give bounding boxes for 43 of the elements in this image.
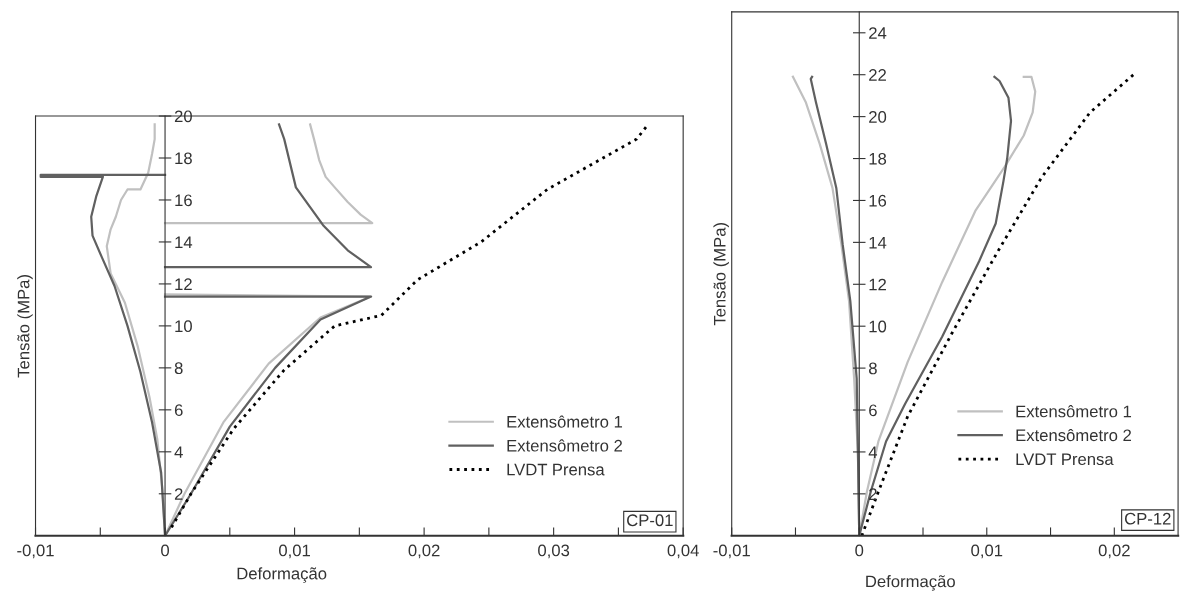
x-tick-label: -0,01 bbox=[17, 544, 54, 559]
y-tick-label: 24 bbox=[869, 27, 887, 39]
y-tick-label: 16 bbox=[175, 194, 192, 207]
y-tick-label: 6 bbox=[869, 404, 877, 417]
y-tick-label: 4 bbox=[174, 446, 183, 458]
legend-label: LVDT Prensa bbox=[1016, 453, 1114, 466]
legend-label: Extensômetro 1 bbox=[1016, 405, 1132, 418]
y-tick-label: 14 bbox=[175, 236, 193, 248]
legend-label: Extensômetro 2 bbox=[1016, 428, 1131, 442]
y-axis-title: Tensão (MPa) bbox=[17, 275, 33, 378]
y-tick-label: 18 bbox=[869, 152, 887, 165]
y-tick-label: 14 bbox=[869, 236, 887, 249]
y-tick-label: 6 bbox=[174, 404, 183, 417]
x-axis-title: Deformação bbox=[866, 575, 955, 591]
annotation: CP-12 bbox=[1124, 512, 1171, 525]
x-tick-label: 0,01 bbox=[279, 544, 310, 559]
x-tick-label: 0,03 bbox=[538, 544, 570, 559]
x-tick-label: -0,01 bbox=[713, 544, 750, 559]
x-tick-label: 0,01 bbox=[971, 544, 1003, 559]
y-axis-title: Tensão (MPa) bbox=[713, 222, 729, 326]
x-tick-label: 0,02 bbox=[408, 544, 440, 559]
y-tick-label: 22 bbox=[869, 69, 886, 81]
y-tick-label: 10 bbox=[869, 320, 887, 333]
y-tick-label: 8 bbox=[174, 362, 183, 375]
legend-label: Extensômetro 2 bbox=[507, 439, 622, 452]
y-tick-label: 8 bbox=[869, 362, 877, 375]
y-tick-label: 20 bbox=[869, 111, 887, 123]
y-tick-label: 12 bbox=[175, 278, 192, 290]
y-tick-label: 16 bbox=[869, 194, 887, 207]
annotation: CP-01 bbox=[627, 514, 673, 527]
legend-label: LVDT Prensa bbox=[507, 463, 605, 476]
y-tick-label: 12 bbox=[869, 278, 886, 291]
y-tick-label: 2 bbox=[174, 488, 183, 500]
legend-label: Extensômetro 1 bbox=[507, 415, 623, 428]
y-tick-label: 18 bbox=[175, 152, 192, 165]
x-tick-label: 0,04 bbox=[667, 544, 699, 559]
x-tick-label: 0,02 bbox=[1098, 544, 1130, 559]
y-tick-label: 4 bbox=[868, 446, 878, 458]
x-tick-label: 0 bbox=[855, 544, 864, 557]
y-tick-label: 20 bbox=[174, 110, 192, 123]
x-axis-title: Deformação bbox=[237, 567, 327, 583]
y-tick-label: 10 bbox=[175, 320, 192, 333]
x-tick-label: 0 bbox=[161, 544, 170, 557]
